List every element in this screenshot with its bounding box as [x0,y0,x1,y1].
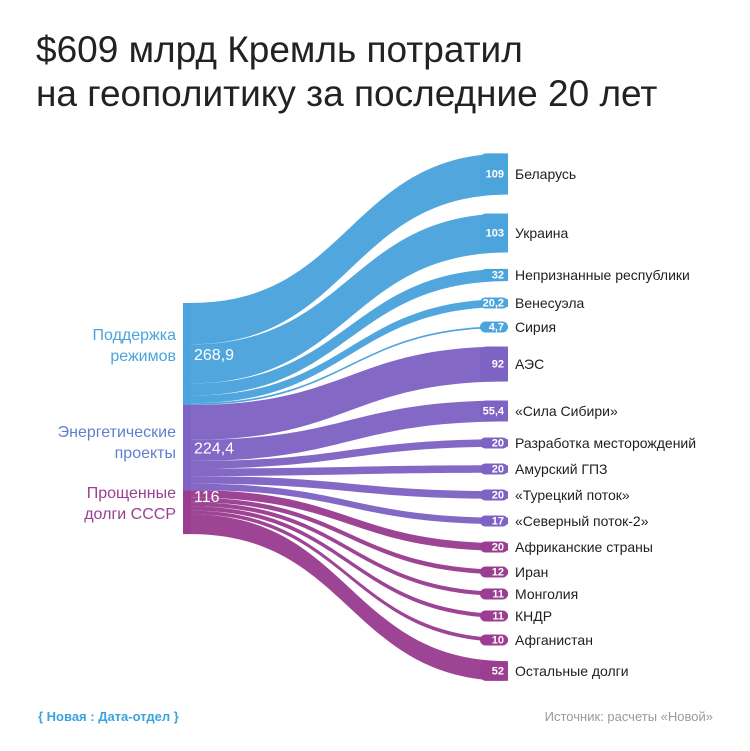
value-badge-15 [480,634,508,646]
flow-7 [191,439,508,469]
value-badge-10 [480,515,508,527]
flow-16 [191,514,508,681]
target-label-9: «Турецкий поток» [515,487,630,503]
brand-label: { Новая : Дата-отдел } [38,709,179,724]
flow-6 [191,400,508,461]
target-label-8: Амурский ГПЗ [515,461,608,477]
flow-5 [191,346,508,440]
target-label-15: Афганистан [515,632,593,648]
value-badge-11 [480,541,508,553]
nodes [183,153,508,681]
value-badge-7 [480,437,508,449]
value-label-16: 52 [492,666,504,678]
target-label-5: АЭС [515,356,544,372]
target-label-3: Венесуэла [515,295,584,311]
flow-3 [191,299,508,404]
value-badge-0 [480,153,508,195]
target-label-1: Украина [515,225,569,241]
flow-9 [191,476,508,499]
value-badge-14 [480,610,508,622]
value-label-13: 11 [492,589,504,601]
value-label-12: 12 [492,567,504,579]
flow-8 [191,465,508,477]
flow-12 [191,497,508,575]
flow-10 [191,483,508,525]
flow-1 [191,213,508,384]
source-node-energy [183,404,191,491]
chart-title-line-2: на геополитику за последние 20 лет [36,73,658,114]
value-label-5: 92 [492,359,504,371]
flow-15 [191,510,508,642]
target-label-12: Иран [515,564,548,580]
value-badge-8 [480,463,508,475]
value-badge-12 [480,566,508,578]
source-label-energy-1: Энергетические [58,424,176,441]
value-badge-2 [480,268,508,282]
source-label-regimes-2: режимов [110,348,176,365]
target-label-14: КНДР [515,608,552,624]
source-label-debts-1: Прощенные [87,485,176,502]
value-label-2: 32 [492,270,504,282]
value-label-10: 17 [492,516,504,528]
source-total-energy: 224,4 [194,441,234,458]
chart-title: $609 млрд Кремль потратил на геополитику… [36,28,726,116]
flow-11 [191,490,508,551]
flow-0 [191,153,508,345]
value-badge-9 [480,489,508,501]
target-label-4: Сирия [515,319,556,335]
flow-14 [191,506,508,619]
target-label-2: Непризнанные республики [515,267,690,283]
value-label-9: 20 [492,490,504,502]
source-note: Источник: расчеты «Новой» [544,709,713,724]
value-label-15: 10 [492,635,504,647]
target-label-13: Монголия [515,586,578,602]
source-label-debts-2: долги СССР [84,506,176,523]
source-label-energy-2: проекты [115,445,176,462]
source-node-debts [183,490,191,535]
target-label-16: Остальные долги [515,663,629,679]
value-label-11: 20 [492,542,504,554]
value-badge-3 [480,297,508,309]
flow-4 [191,326,508,405]
value-label-1: 103 [486,228,504,240]
value-label-8: 20 [492,464,504,476]
source-total-regimes: 268,9 [194,347,234,364]
source-label-regimes-1: Поддержка [93,327,177,344]
source-total-debts: 116 [194,489,220,506]
value-badge-4 [480,321,508,333]
value-label-3: 20,2 [483,298,504,310]
flow-2 [191,268,508,396]
target-label-0: Беларусь [515,166,576,182]
flow-13 [191,502,508,597]
value-badge-16 [480,661,508,681]
value-label-14: 11 [492,611,504,623]
source-node-regimes [183,303,191,405]
value-badge-5 [480,346,508,382]
labels: 109 Беларусь 103 Украина 32 Непризнанные респ… [58,166,696,679]
value-badge-1 [480,213,508,253]
target-label-10: «Северный поток-2» [515,513,649,529]
value-label-4: 4,7 [489,322,504,334]
value-badge-13 [480,588,508,600]
value-badge-6 [480,400,508,422]
flows [191,153,508,681]
value-label-0: 109 [486,169,504,181]
target-label-11: Африканские страны [515,539,653,555]
chart-title-line-1: $609 млрд Кремль потратил [36,29,523,70]
value-label-7: 20 [492,438,504,450]
target-label-6: «Сила Сибири» [515,403,618,419]
value-label-6: 55,4 [483,406,505,418]
target-label-7: Разработка месторождений [515,435,696,451]
